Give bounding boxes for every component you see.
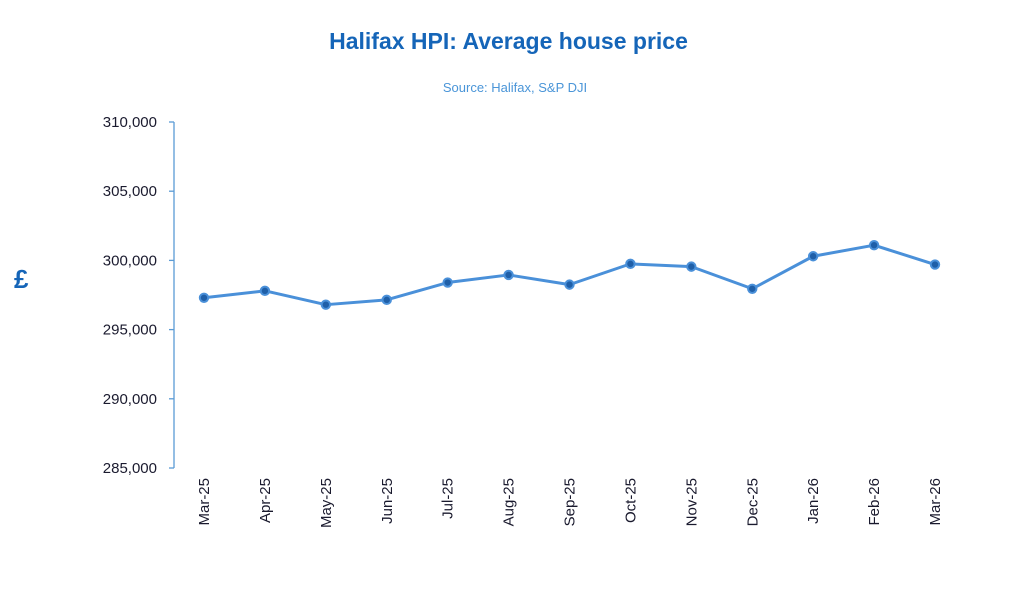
x-tick-label: Mar-25: [196, 478, 213, 526]
data-point-marker: [259, 285, 271, 297]
data-point-marker: [807, 251, 819, 262]
y-axis-label: £: [14, 264, 29, 294]
data-point-marker: [564, 279, 575, 290]
x-tick-label: Jul-25: [440, 478, 457, 519]
x-tick-label: Jan-26: [805, 478, 822, 524]
data-point-marker: [442, 277, 453, 288]
y-tick-label: 305,000: [103, 183, 157, 200]
data-point-marker: [503, 269, 514, 281]
data-point-marker: [929, 259, 941, 270]
chart-subtitle: Source: Halifax, S&P DJI: [442, 80, 588, 95]
x-tick-label: May-25: [318, 478, 335, 528]
series-line: [203, 243, 936, 307]
data-point-marker: [868, 239, 880, 251]
data-point-marker: [747, 283, 758, 294]
x-tick-label: Mar-26: [927, 478, 944, 526]
data-point-marker: [686, 261, 697, 272]
x-tick-label: Sep-25: [562, 478, 579, 526]
y-tick-label: 295,000: [103, 322, 157, 339]
x-tick-label: Nov-25: [683, 478, 700, 526]
data-point-marker: [381, 294, 392, 306]
x-tick-label: Jun-25: [379, 478, 396, 524]
x-tick-label: Aug-25: [501, 478, 518, 526]
data-markers: [198, 239, 941, 310]
y-tick-label: 300,000: [103, 252, 157, 269]
x-tick-label: Apr-25: [257, 478, 274, 523]
chart-title: Halifax HPI: Average house price: [329, 28, 688, 54]
x-tick-label: Oct-25: [622, 478, 639, 523]
data-point-marker: [320, 299, 332, 310]
data-point-marker: [625, 258, 636, 270]
y-axis-ticks: 285,000 290,000 295,000 300,000 305,000 310,0…: [103, 114, 174, 477]
y-tick-label: 290,000: [103, 391, 157, 408]
x-tick-label: Dec-25: [744, 478, 761, 526]
x-axis-ticks: Mar-25 Apr-25 May-25 Jun-25 Jul-25 Aug-25 Sep-…: [196, 478, 944, 528]
y-tick-label: 285,000: [103, 460, 157, 477]
data-point-marker: [198, 292, 210, 303]
x-tick-label: Feb-26: [866, 478, 883, 526]
y-tick-label: 310,000: [103, 114, 157, 131]
